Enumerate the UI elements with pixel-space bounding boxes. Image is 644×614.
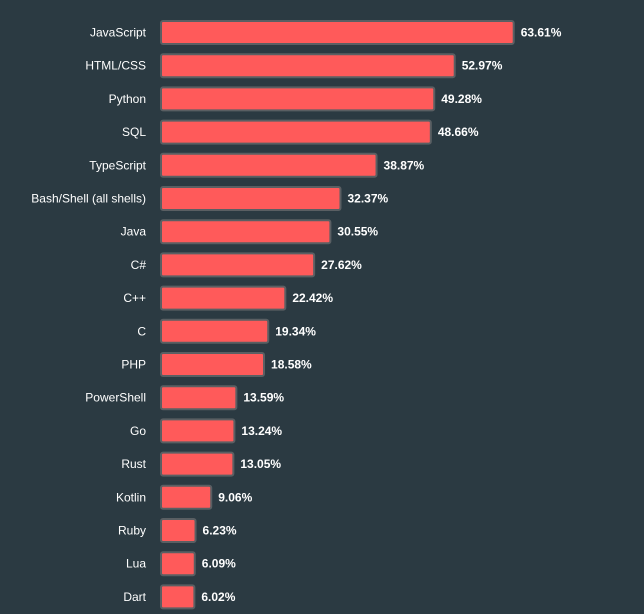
category-label: Ruby bbox=[118, 524, 146, 538]
value-label: 19.34% bbox=[275, 324, 316, 338]
value-label: 9.06% bbox=[218, 490, 252, 504]
category-label: Lua bbox=[126, 557, 146, 571]
value-label: 52.97% bbox=[462, 59, 503, 73]
bars bbox=[160, 20, 515, 610]
bar bbox=[160, 385, 238, 411]
category-label: PHP bbox=[121, 358, 146, 372]
value-label: 49.28% bbox=[441, 92, 482, 106]
category-label: JavaScript bbox=[90, 26, 147, 40]
category-label: TypeScript bbox=[89, 158, 146, 172]
value-label: 13.59% bbox=[243, 391, 284, 405]
bar bbox=[160, 318, 270, 344]
category-label: Dart bbox=[123, 590, 146, 604]
bar bbox=[160, 20, 515, 45]
value-label: 27.62% bbox=[321, 258, 362, 272]
bar bbox=[160, 53, 456, 79]
category-label: Bash/Shell (all shells) bbox=[31, 192, 146, 206]
value-label: 38.87% bbox=[384, 158, 425, 172]
bar bbox=[160, 418, 236, 444]
category-label: Rust bbox=[121, 457, 146, 471]
value-label: 13.24% bbox=[241, 424, 282, 438]
value-label: 6.09% bbox=[202, 557, 236, 571]
category-label: HTML/CSS bbox=[85, 59, 146, 73]
value-label: 48.66% bbox=[438, 125, 479, 139]
value-label: 13.05% bbox=[240, 457, 281, 471]
category-label: Java bbox=[121, 225, 147, 239]
category-label: Python bbox=[109, 92, 146, 106]
value-label: 32.37% bbox=[347, 192, 388, 206]
bar bbox=[160, 352, 266, 377]
value-label: 18.58% bbox=[271, 358, 312, 372]
bar bbox=[160, 219, 332, 245]
bar bbox=[160, 451, 235, 477]
category-label: C# bbox=[131, 258, 147, 272]
category-label: Kotlin bbox=[116, 490, 146, 504]
value-label: 22.42% bbox=[292, 291, 333, 305]
value-label: 6.02% bbox=[201, 590, 235, 604]
bar bbox=[160, 484, 213, 510]
category-label: SQL bbox=[122, 125, 146, 139]
value-label: 63.61% bbox=[521, 26, 562, 40]
bar bbox=[160, 186, 342, 211]
bar bbox=[160, 518, 197, 543]
bar bbox=[160, 152, 378, 178]
category-label: PowerShell bbox=[85, 391, 146, 405]
bar bbox=[160, 119, 432, 145]
value-label: 30.55% bbox=[337, 225, 378, 239]
value-labels: 63.61% 52.97% 49.28% 48.66% 38.87% 32.37% 30.5… bbox=[201, 26, 561, 604]
bar bbox=[160, 86, 436, 112]
category-label: Go bbox=[130, 424, 146, 438]
bar bbox=[160, 252, 316, 278]
category-label: C bbox=[137, 324, 146, 338]
bar bbox=[160, 584, 196, 610]
category-labels: JavaScript HTML/CSS Python SQL TypeScript Bas… bbox=[31, 26, 146, 604]
value-label: 6.23% bbox=[203, 524, 237, 538]
bar bbox=[160, 285, 287, 311]
category-label: C++ bbox=[123, 291, 146, 305]
bar bbox=[160, 551, 196, 577]
